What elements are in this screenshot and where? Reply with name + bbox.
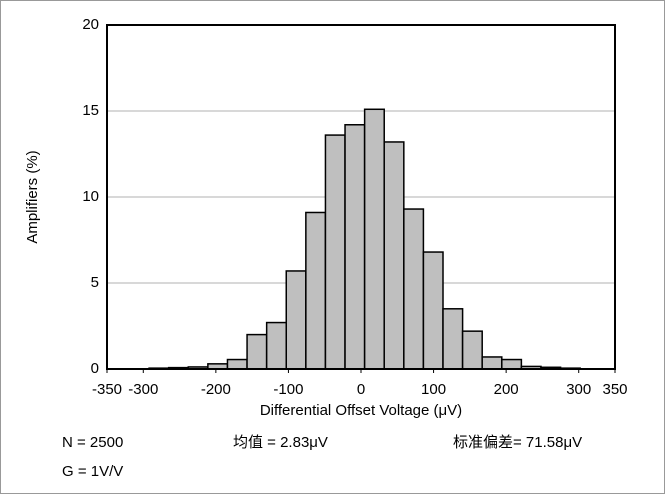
annotation: 标准偏差= 71.58μV — [453, 434, 582, 451]
y-tick-label: 20 — [82, 16, 99, 33]
bar — [422, 251, 444, 370]
bar — [501, 358, 523, 370]
bar — [265, 321, 288, 370]
x-tick-label: 300 — [566, 381, 591, 398]
bar — [363, 108, 385, 370]
y-tick-label: 0 — [91, 360, 99, 377]
bar — [246, 333, 268, 370]
y-tick-label: 5 — [91, 274, 99, 291]
bar — [383, 141, 405, 370]
bar — [442, 308, 464, 370]
x-tick-label: -100 — [273, 381, 303, 398]
bar — [461, 330, 483, 370]
annotation: 均值 = 2.83μV — [233, 434, 328, 451]
bar — [403, 208, 425, 370]
x-axis-label: Differential Offset Voltage (μV) — [260, 402, 462, 419]
x-tick-label: -300 — [128, 381, 158, 398]
y-tick-label: 15 — [82, 102, 99, 119]
x-tick-label: 100 — [421, 381, 446, 398]
x-tick-label: 0 — [357, 381, 365, 398]
bar — [481, 356, 503, 370]
plot-frame — [106, 24, 616, 370]
y-axis-label: Amplifiers (%) — [24, 150, 41, 243]
x-tick-label: -350 — [92, 381, 122, 398]
annotation: N = 2500 — [62, 434, 123, 451]
bar — [305, 211, 327, 370]
x-tick-label: 200 — [494, 381, 519, 398]
y-tick-label: 10 — [82, 188, 99, 205]
bar — [226, 358, 248, 370]
x-tick-label: 350 — [602, 381, 627, 398]
bar — [285, 270, 307, 370]
x-tick-label: -200 — [201, 381, 231, 398]
annotation: G = 1V/V — [62, 463, 123, 480]
bar — [344, 124, 366, 370]
bar — [324, 134, 346, 370]
